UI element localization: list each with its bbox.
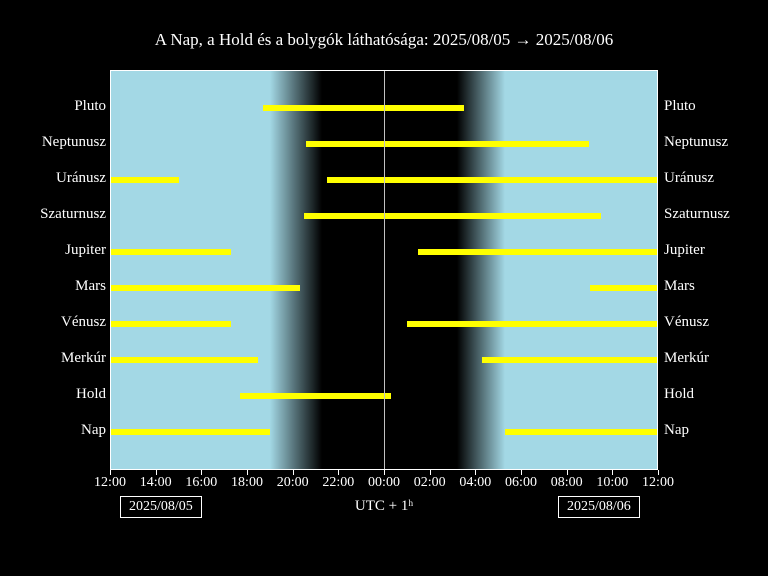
x-tick-label: 00:00 — [368, 475, 400, 491]
x-tick-label: 10:00 — [596, 475, 628, 491]
x-tick-label: 12:00 — [94, 475, 126, 491]
y-label-right: Nap — [664, 422, 764, 439]
y-label-left: Mars — [6, 278, 106, 295]
y-label-right: Mars — [664, 278, 764, 295]
x-tick-label: 18:00 — [231, 475, 263, 491]
visibility-bar — [327, 177, 658, 183]
visibility-bar — [110, 321, 231, 327]
chart-title: A Nap, a Hold és a bolygók láthatósága: … — [0, 30, 768, 50]
x-tick-label: 08:00 — [551, 475, 583, 491]
y-label-right: Szaturnusz — [664, 206, 764, 223]
y-label-left: Nap — [6, 422, 106, 439]
y-label-left: Neptunusz — [6, 134, 106, 151]
y-label-right: Pluto — [664, 98, 764, 115]
x-axis-title: UTC + 1ʰ — [0, 498, 768, 515]
visibility-bar — [240, 393, 391, 399]
visibility-bar — [505, 429, 658, 435]
y-label-right: Hold — [664, 386, 764, 403]
visibility-bar — [304, 213, 601, 219]
visibility-bar — [110, 357, 258, 363]
y-label-right: Vénusz — [664, 314, 764, 331]
visibility-bar — [590, 285, 659, 291]
y-label-left: Pluto — [6, 98, 106, 115]
y-label-right: Jupiter — [664, 242, 764, 259]
x-tick-label: 02:00 — [414, 475, 446, 491]
x-tick-label: 16:00 — [185, 475, 217, 491]
x-tick-label: 06:00 — [505, 475, 537, 491]
visibility-bar — [110, 285, 300, 291]
visibility-bar — [306, 141, 589, 147]
visibility-bar — [110, 177, 179, 183]
x-tick-label: 22:00 — [322, 475, 354, 491]
visibility-bar — [407, 321, 658, 327]
y-label-right: Merkúr — [664, 350, 764, 367]
y-label-left: Jupiter — [6, 242, 106, 259]
y-label-left: Merkúr — [6, 350, 106, 367]
x-tick-label: 20:00 — [277, 475, 309, 491]
y-label-left: Hold — [6, 386, 106, 403]
visibility-bar — [110, 249, 231, 255]
midnight-line — [384, 70, 385, 470]
plot-area — [110, 70, 658, 470]
visibility-bar — [263, 105, 464, 111]
y-label-left: Vénusz — [6, 314, 106, 331]
y-label-right: Uránusz — [664, 170, 764, 187]
x-tick-label: 14:00 — [140, 475, 172, 491]
y-label-left: Szaturnusz — [6, 206, 106, 223]
y-label-right: Neptunusz — [664, 134, 764, 151]
visibility-bar — [418, 249, 658, 255]
x-tick-label: 04:00 — [459, 475, 491, 491]
visibility-bar — [110, 429, 270, 435]
x-tick-label: 12:00 — [642, 475, 674, 491]
y-label-left: Uránusz — [6, 170, 106, 187]
visibility-bar — [482, 357, 658, 363]
